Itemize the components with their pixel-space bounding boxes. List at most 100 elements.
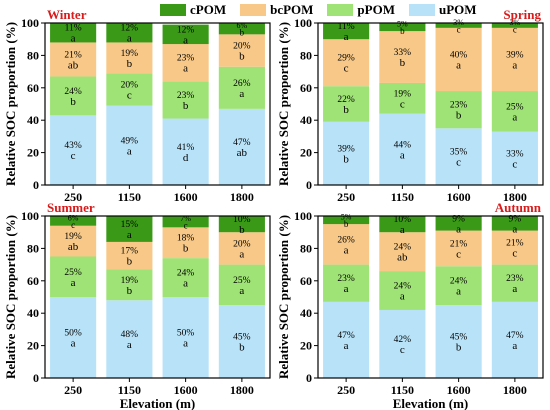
data-label-upom-1800: 45% — [233, 333, 251, 343]
data-label-cpom-1800: 6% — [237, 21, 248, 30]
y-tick-label: 40 — [300, 306, 312, 320]
data-label-cpom-1150: 15% — [121, 220, 139, 230]
significance-letter-ppom-250: a — [344, 283, 349, 295]
significance-letter-bcpom-1600: a — [183, 63, 188, 75]
season-title: Spring — [503, 7, 541, 22]
data-label-upom-1600: 35% — [450, 148, 468, 158]
significance-letter-bcpom-250: c — [344, 63, 349, 75]
significance-letter-upom-250: a — [344, 340, 349, 352]
significance-letter-bcpom-1600: a — [456, 59, 461, 71]
y-tick-label: 100 — [21, 16, 39, 30]
significance-letter-cpom-1150: a — [127, 33, 132, 45]
bar-ppom-1800 — [218, 264, 265, 306]
data-label-bcpom-1150: 17% — [121, 247, 139, 257]
y-tick-label: 20 — [300, 339, 312, 353]
data-label-upom-1150: 42% — [394, 335, 412, 345]
data-label-bcpom-250: 19% — [64, 232, 82, 242]
legend-label-upom: uPOM — [438, 2, 477, 17]
x-tick-label: 1800 — [503, 190, 527, 204]
bar-bcpom-250 — [323, 39, 370, 87]
bar-upom-1150 — [379, 309, 426, 378]
data-label-ppom-1600: 23% — [177, 91, 195, 101]
x-tick-label: 1600 — [447, 383, 471, 397]
data-label-upom-250: 43% — [64, 141, 82, 151]
significance-letter-cpom-1600: c — [457, 24, 461, 34]
x-tick-label: 250 — [337, 383, 355, 397]
bar-cpom-250 — [50, 216, 97, 226]
data-label-ppom-1600: 24% — [177, 269, 195, 279]
y-axis-label: Relative SOC proportion (%) — [276, 215, 291, 379]
y-tick-label: 80 — [300, 48, 312, 62]
y-tick-label: 0 — [306, 371, 312, 385]
significance-letter-upom-1800: c — [512, 158, 517, 170]
bar-bcpom-1150 — [106, 241, 153, 270]
data-label-upom-1800: 47% — [506, 331, 524, 341]
bar-ppom-250 — [50, 256, 97, 297]
significance-letter-upom-1600: b — [456, 342, 462, 354]
significance-letter-ppom-1800: a — [512, 283, 517, 295]
data-label-cpom-1150: 12% — [121, 24, 139, 34]
significance-letter-bcpom-1150: b — [400, 57, 406, 69]
legend-item-bcpom: bcPOM — [240, 2, 313, 18]
significance-letter-bcpom-1600: c — [456, 248, 461, 260]
data-label-bcpom-1600: 40% — [450, 50, 468, 60]
significance-letter-ppom-1600: a — [183, 278, 188, 290]
bar-cpom-1150 — [106, 216, 153, 242]
bar-upom-1600 — [435, 305, 482, 378]
data-label-upom-1600: 50% — [177, 329, 195, 339]
bar-ppom-1600 — [162, 258, 209, 297]
bar-bcpom-1150 — [379, 31, 426, 83]
data-label-bcpom-250: 21% — [64, 50, 82, 60]
bar-bcpom-1150 — [379, 232, 426, 272]
significance-letter-upom-1150: a — [127, 339, 132, 351]
bar-cpom-250 — [323, 216, 370, 225]
bar-ppom-1150 — [379, 82, 426, 114]
bar-bcpom-250 — [323, 224, 370, 265]
bar-cpom-1800 — [218, 216, 265, 233]
bar-ppom-1600 — [435, 266, 482, 306]
bar-cpom-1600 — [435, 23, 482, 28]
data-label-upom-1150: 48% — [121, 330, 139, 340]
significance-letter-ppom-250: b — [70, 96, 76, 108]
significance-letter-cpom-1600: a — [456, 223, 461, 235]
bar-ppom-1150 — [379, 271, 426, 310]
data-label-bcpom-250: 29% — [337, 54, 355, 64]
significance-letter-cpom-250: b — [344, 219, 349, 229]
x-tick-label: 1150 — [118, 190, 141, 204]
y-tick-label: 0 — [33, 371, 39, 385]
y-tick-label: 100 — [294, 209, 312, 223]
y-tick-label: 40 — [27, 113, 39, 127]
data-label-upom-1800: 47% — [233, 138, 251, 148]
data-label-bcpom-1150: 33% — [394, 48, 412, 58]
significance-letter-upom-1800: a — [512, 340, 517, 352]
significance-letter-cpom-1800: b — [240, 28, 245, 38]
x-tick-label: 1800 — [230, 190, 254, 204]
significance-letter-cpom-1600: a — [183, 34, 188, 46]
bar-cpom-1150 — [106, 23, 153, 43]
plot-frame — [44, 215, 271, 379]
legend-label-ppom: pPOM — [357, 2, 395, 17]
significance-letter-upom-250: c — [71, 150, 76, 162]
data-label-cpom-250: 11% — [338, 22, 355, 32]
season-title: Summer — [47, 200, 95, 215]
significance-letter-bcpom-1800: b — [239, 51, 245, 63]
legend-item-upom: uPOM — [408, 2, 477, 18]
bar-upom-1600 — [162, 118, 209, 185]
y-tick-label: 80 — [300, 241, 312, 255]
y-tick-label: 80 — [27, 241, 39, 255]
plot-frame — [317, 22, 544, 186]
data-label-bcpom-1800: 20% — [233, 42, 251, 52]
data-label-upom-1800: 33% — [506, 149, 524, 159]
significance-letter-cpom-250: a — [344, 31, 349, 43]
significance-letter-upom-250: b — [343, 153, 349, 165]
plot-frame — [317, 215, 544, 379]
data-label-cpom-1600: 7% — [180, 214, 191, 223]
bar-upom-250 — [50, 297, 97, 378]
bar-bcpom-1600 — [162, 227, 209, 259]
data-label-cpom-1150: 10% — [394, 215, 412, 225]
y-tick-label: 0 — [33, 178, 39, 192]
y-axis-label: Relative SOC proportion (%) — [3, 215, 18, 379]
bar-upom-1600 — [162, 297, 209, 378]
data-label-bcpom-1800: 21% — [506, 239, 524, 249]
